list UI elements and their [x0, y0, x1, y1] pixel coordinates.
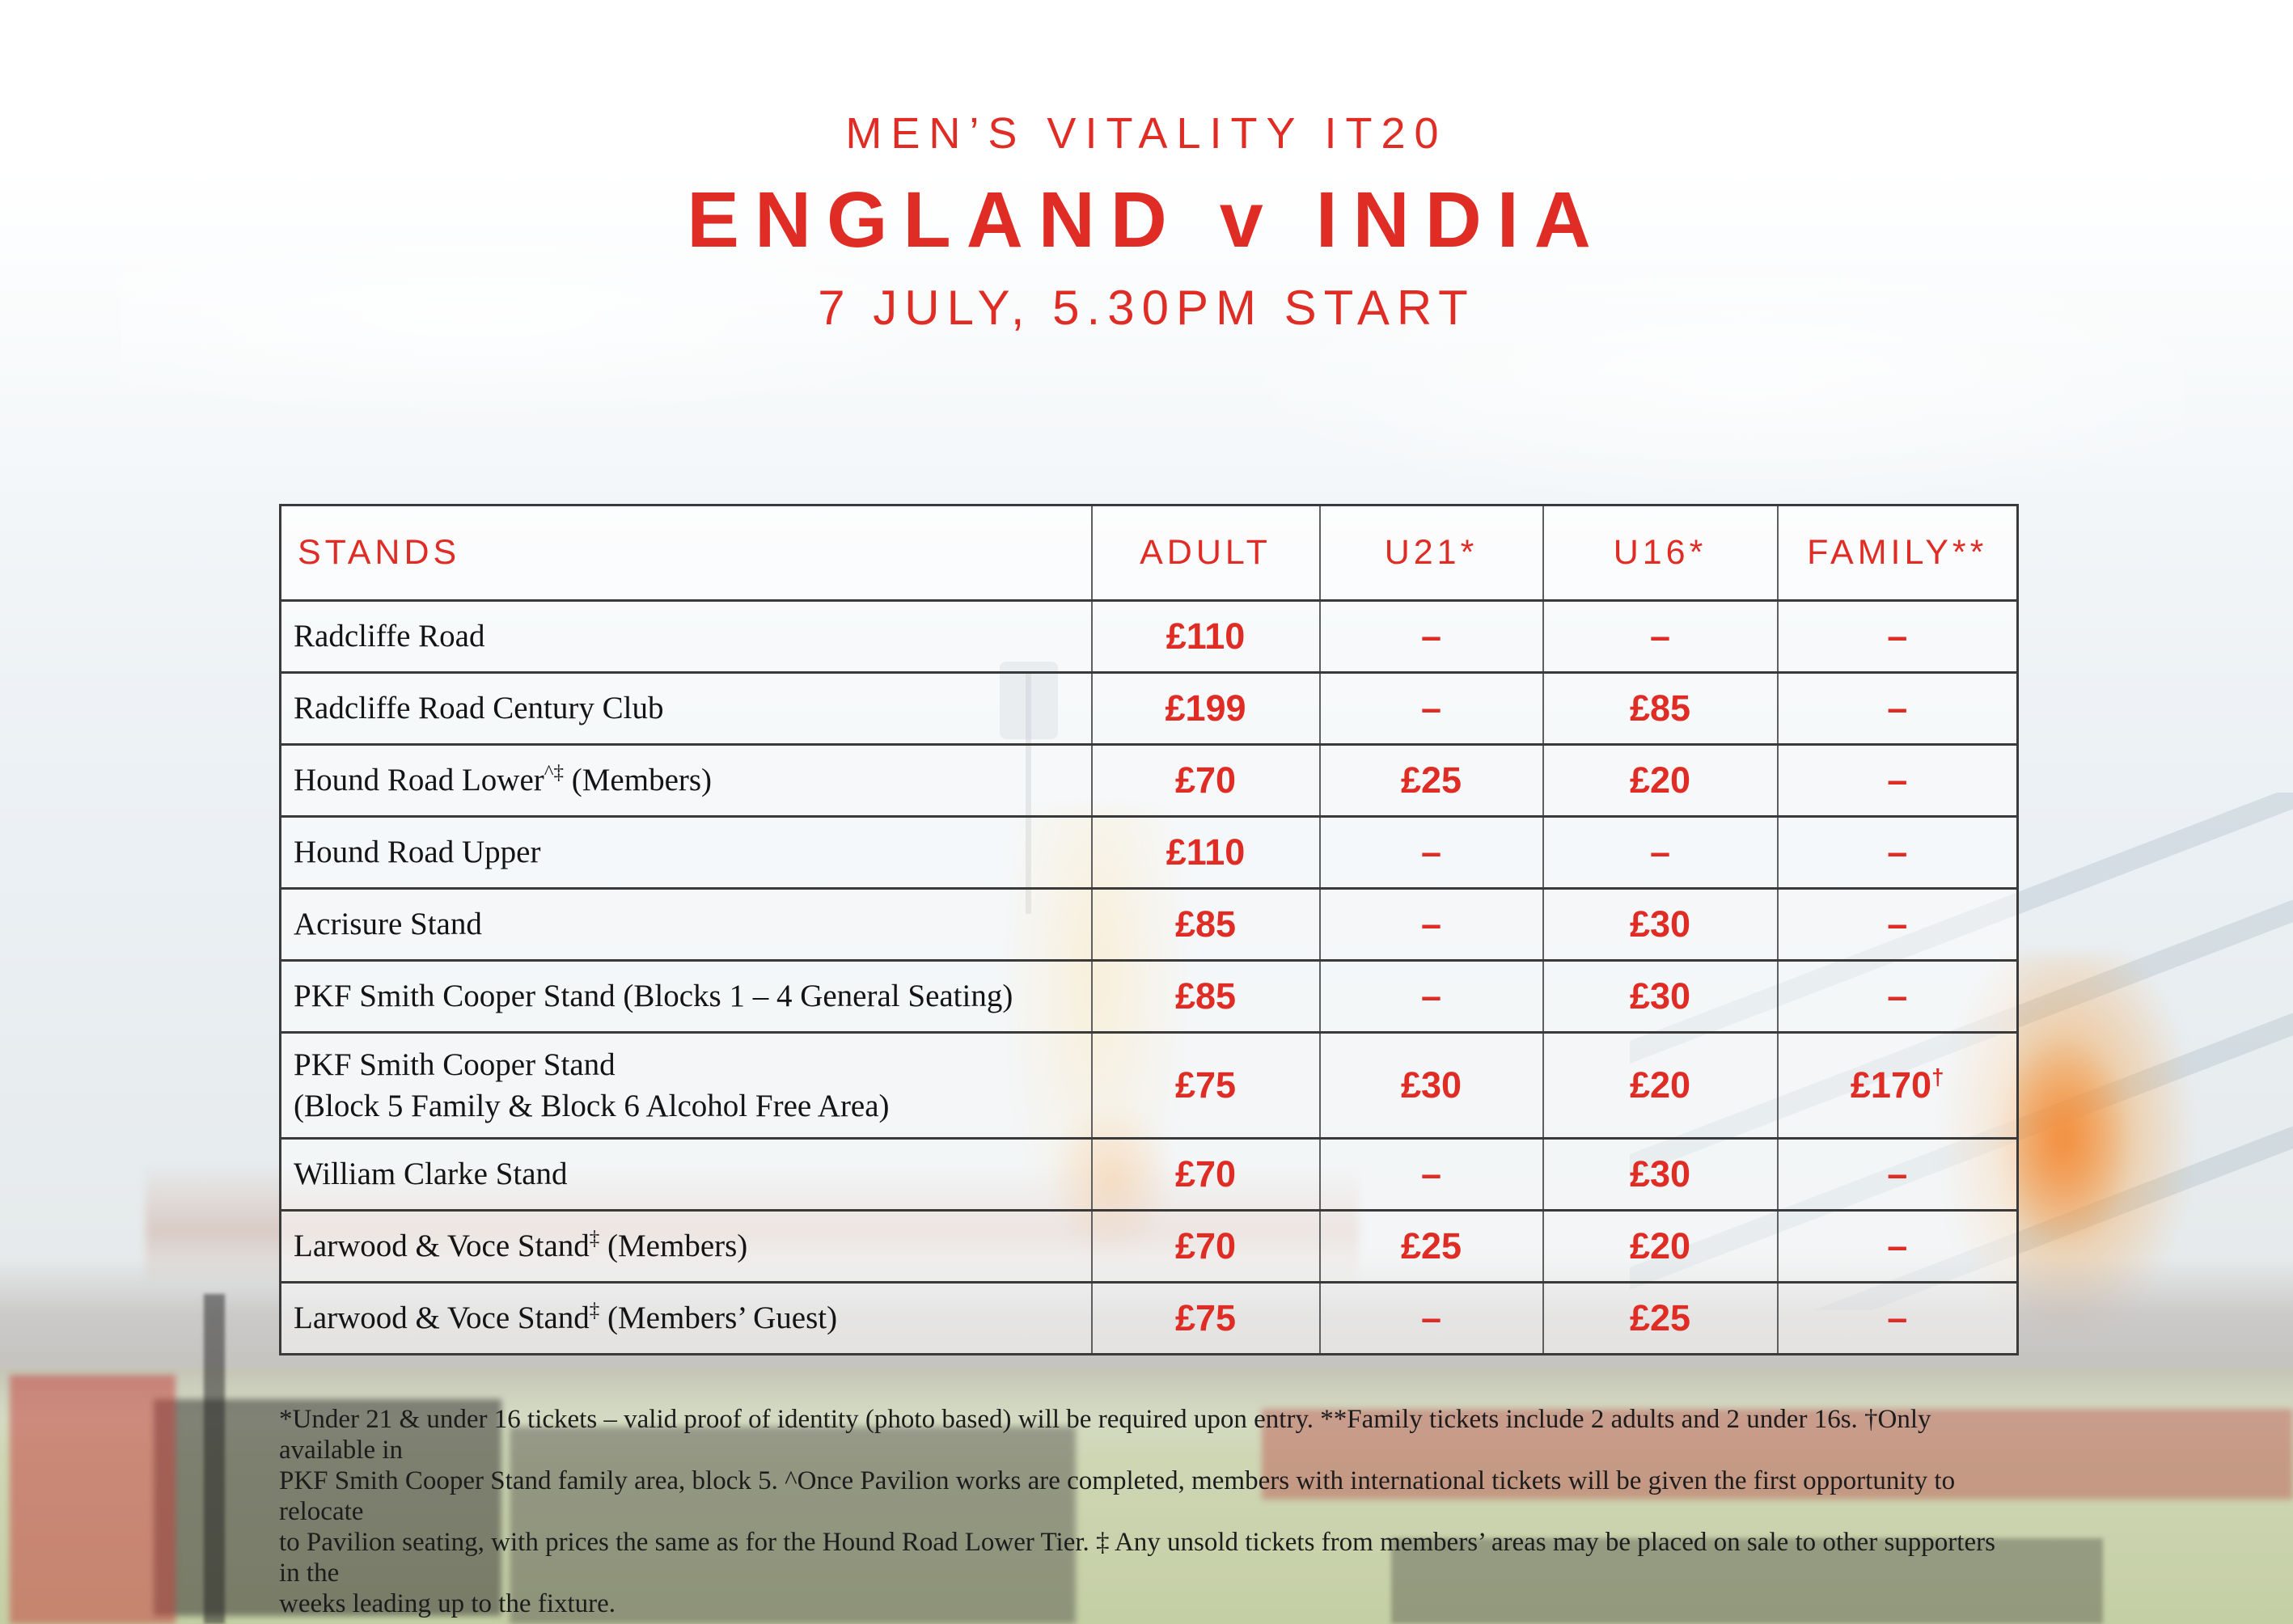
table-row: Hound Road Lower^‡ (Members) £70 £25 £20…	[280, 744, 2018, 817]
adult-price-cell: £70	[1090, 1138, 1320, 1211]
stand-cell: PKF Smith Cooper Stand (Block 5 Family & …	[280, 1032, 1092, 1139]
u21-price-cell: –	[1318, 816, 1543, 889]
table-row: Larwood & Voce Stand‡ (Members) £70 £25 …	[280, 1210, 2018, 1283]
u21-price-cell: –	[1318, 1282, 1543, 1355]
u21-price-cell: –	[1318, 1138, 1543, 1211]
u16-price-cell: £30	[1542, 888, 1778, 961]
background-screen	[1391, 1538, 2103, 1624]
adult-price-cell: £85	[1090, 960, 1320, 1033]
table-row: PKF Smith Cooper Stand (Block 5 Family & …	[280, 1032, 2018, 1139]
background-pole	[204, 1294, 225, 1624]
family-price-cell: –	[1776, 744, 2018, 817]
table-row: Hound Road Upper £110 – – –	[280, 816, 2018, 889]
footnotes: *Under 21 & under 16 tickets – valid pro…	[279, 1404, 2014, 1619]
series-title: MEN’S VITALITY IT20	[845, 109, 1448, 158]
u16-price-cell: £20	[1542, 744, 1778, 817]
u21-price-cell: –	[1318, 672, 1543, 745]
header-stands: STANDS	[280, 505, 1092, 601]
table-row: Acrisure Stand £85 – £30 –	[280, 888, 2018, 961]
table-row: PKF Smith Cooper Stand (Blocks 1 – 4 Gen…	[280, 960, 2018, 1033]
adult-price-cell: £110	[1090, 600, 1320, 673]
u21-price-cell: £25	[1318, 1210, 1543, 1283]
stand-cell: William Clarke Stand	[280, 1138, 1092, 1211]
family-price-cell: –	[1776, 1210, 2018, 1283]
footnote-line: to Pavilion seating, with prices the sam…	[279, 1528, 1995, 1588]
adult-price-cell: £75	[1090, 1032, 1320, 1139]
u16-price-cell: –	[1542, 600, 1778, 673]
footnote-line: weeks leading up to the fixture.	[279, 1589, 616, 1618]
u16-price-cell: –	[1542, 816, 1778, 889]
u21-price-cell: £30	[1318, 1032, 1543, 1139]
family-price-cell: –	[1776, 1282, 2018, 1355]
background-branded-flag	[10, 1375, 176, 1624]
u16-price-cell: £30	[1542, 1138, 1778, 1211]
stand-cell: Larwood & Voce Stand‡ (Members)	[280, 1210, 1092, 1283]
stand-cell: Acrisure Stand	[280, 888, 1092, 961]
header-family: FAMILY**	[1776, 505, 2018, 601]
u16-price-cell: £85	[1542, 672, 1778, 745]
u21-price-cell: –	[1318, 600, 1543, 673]
footnote-line: *Under 21 & under 16 tickets – valid pro…	[279, 1405, 1931, 1465]
table-header-row: STANDS ADULT U21* U16* FAMILY**	[280, 505, 2018, 601]
family-price-cell: –	[1776, 1138, 2018, 1211]
family-price-cell: –	[1776, 672, 2018, 745]
u21-price-cell: –	[1318, 888, 1543, 961]
u16-price-cell: £30	[1542, 960, 1778, 1033]
stand-cell: PKF Smith Cooper Stand (Blocks 1 – 4 Gen…	[280, 960, 1092, 1033]
stand-cell: Larwood & Voce Stand‡ (Members’ Guest)	[280, 1282, 1092, 1355]
table-row: Larwood & Voce Stand‡ (Members’ Guest) £…	[280, 1282, 2018, 1355]
adult-price-cell: £110	[1090, 816, 1320, 889]
background-cloud	[1213, 267, 2184, 510]
stand-cell: Radcliffe Road	[280, 600, 1092, 673]
u16-price-cell: £20	[1542, 1032, 1778, 1139]
u21-price-cell: –	[1318, 960, 1543, 1033]
stand-cell: Hound Road Upper	[280, 816, 1092, 889]
family-price-cell: £170†	[1776, 1032, 2018, 1139]
adult-price-cell: £75	[1090, 1282, 1320, 1355]
header-adult: ADULT	[1090, 505, 1320, 601]
adult-price-cell: £199	[1090, 672, 1320, 745]
adult-price-cell: £85	[1090, 888, 1320, 961]
background-cloud	[121, 210, 1011, 421]
adult-price-cell: £70	[1090, 744, 1320, 817]
table-row: Radcliffe Road £110 – – –	[280, 600, 2018, 673]
header-u21: U21*	[1318, 505, 1543, 601]
background-ad-boards	[1262, 1409, 2293, 1499]
u16-price-cell: £20	[1542, 1210, 1778, 1283]
background-screen	[510, 1427, 1076, 1624]
family-price-cell: –	[1776, 600, 2018, 673]
pricing-table: STANDS ADULT U21* U16* FAMILY** Radcliff…	[279, 504, 2019, 1355]
stand-cell: Radcliffe Road Century Club	[280, 672, 1092, 745]
stand-cell: Hound Road Lower^‡ (Members)	[280, 744, 1092, 817]
u16-price-cell: £25	[1542, 1282, 1778, 1355]
adult-price-cell: £70	[1090, 1210, 1320, 1283]
match-datetime: 7 JULY, 5.30PM START	[818, 281, 1475, 335]
table-row: Radcliffe Road Century Club £199 – £85 –	[280, 672, 2018, 745]
u21-price-cell: £25	[1318, 744, 1543, 817]
family-price-cell: –	[1776, 960, 2018, 1033]
header-u16: U16*	[1542, 505, 1778, 601]
family-price-cell: –	[1776, 816, 2018, 889]
match-title: ENGLAND v INDIA	[687, 176, 1606, 264]
table-row: William Clarke Stand £70 – £30 –	[280, 1138, 2018, 1211]
family-price-cell: –	[1776, 888, 2018, 961]
footnote-line: PKF Smith Cooper Stand family area, bloc…	[279, 1466, 1956, 1526]
